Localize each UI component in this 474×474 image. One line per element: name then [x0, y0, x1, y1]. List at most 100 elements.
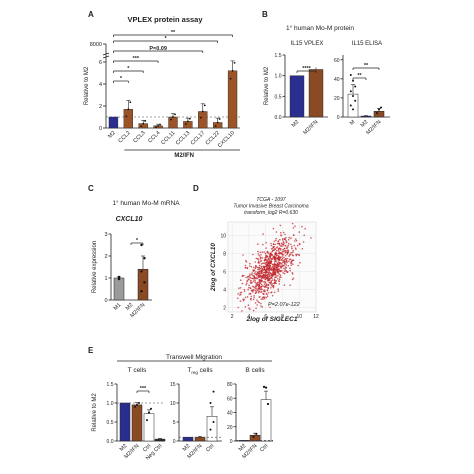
panel-b2-data-point: [376, 112, 378, 115]
panel-d-scatter-point: [290, 237, 292, 239]
panel-a-bar-ccl2: [123, 109, 134, 129]
panel-a-y-tick-label: 6: [99, 60, 102, 66]
panel-d-scatter-point: [250, 298, 252, 300]
panel-d-scatter-point: [270, 292, 272, 294]
panel-d-scatter-point: [256, 282, 258, 284]
panel-d-scatter-point: [289, 262, 292, 264]
panel-e0-data-point: [150, 407, 152, 410]
panel-d-scatter-point: [269, 306, 271, 309]
panel-d-scatter-point: [279, 238, 281, 241]
panel-d-scatter-point: [261, 257, 264, 259]
panel-d-scatter-point: [237, 293, 239, 295]
panel-d-scatter-point: [260, 283, 263, 286]
panel-e2-data-point: [262, 385, 266, 388]
panel-d-scatter-point: [270, 280, 272, 282]
panel-d-scatter-point: [277, 290, 280, 292]
panel-a-data-point: [157, 124, 160, 127]
panel-c-x-tick-label: M1: [113, 302, 123, 312]
panel-d-scatter-point: [269, 264, 272, 267]
panel-d-scatter-point: [266, 255, 269, 258]
panel-b2-data-point: [349, 104, 352, 107]
panel-b2-bar-2: [373, 111, 385, 118]
panel-d-y-tick-label: 8: [223, 252, 226, 258]
panel-d-scatter-point: [256, 266, 259, 269]
panel-d-scatter-point: [247, 288, 249, 291]
panel-d-scatter-point: [262, 265, 264, 268]
panel-d-scatter-point: [258, 301, 261, 304]
panel-d-scatter-point: [252, 309, 255, 312]
panel-d-scatter-point: [245, 283, 247, 286]
panel-d-scatter-point: [269, 255, 272, 258]
panel-d-scatter-point: [275, 249, 278, 252]
panel-d-scatter-point: [290, 264, 293, 267]
panel-d-scatter-point: [271, 283, 273, 285]
panel-d-letter: D: [193, 184, 199, 193]
panel-d-scatter-point: [285, 249, 287, 252]
panel-d-scatter-point: [252, 285, 255, 288]
panel-d-scatter-point: [262, 262, 264, 265]
panel-d-scatter-point: [237, 306, 240, 309]
panel-d-scatter-point: [301, 248, 304, 250]
panel-d-scatter-point: [268, 262, 270, 265]
panel-d-scatter-point: [266, 264, 268, 266]
panel-d-scatter-point: [284, 268, 287, 270]
panel-e0-x-tick-label: M2: [119, 443, 129, 453]
panel-d-scatter-point: [260, 265, 263, 268]
panel-e2-data-point: [264, 386, 268, 389]
panel-d-scatter-point: [264, 278, 267, 281]
panel-d-scatter-point: [287, 244, 290, 247]
panel-d-scatter-point: [270, 287, 272, 289]
panel-d-scatter-point: [279, 244, 282, 247]
panel-b2-y-tick-label: 40: [334, 77, 340, 83]
panel-d-scatter-point: [253, 278, 256, 280]
panel-d-scatter-point: [263, 297, 266, 300]
panel-d-scatter-point: [258, 276, 260, 278]
panel-e1-y-tick-label: 10: [170, 401, 176, 407]
panel-d-scatter-point: [247, 278, 250, 280]
panel-d-scatter-point: [270, 244, 273, 247]
panel-d-title-line: transform_log2 R=0.630: [244, 210, 298, 216]
panel-b2-data-point: [349, 90, 352, 93]
panel-d-scatter-point: [292, 251, 294, 253]
panel-d-scatter-point: [265, 259, 267, 262]
panel-d-scatter-point: [273, 249, 275, 251]
panel-b2-x-tick-label: M2/IFN: [365, 119, 382, 136]
panel-d-scatter-point: [263, 266, 266, 269]
panel-d-scatter-point: [277, 240, 280, 242]
panel-d-scatter-point: [253, 269, 255, 272]
panel-b2-bar-0: [347, 93, 359, 118]
panel-b1-title: IL15 VPLEX: [291, 41, 324, 47]
panel-d-scatter-point: [288, 254, 291, 256]
panel-d-scatter-point: [265, 283, 268, 286]
panel-e0-y-tick-label: 0.0: [107, 439, 114, 445]
panel-e1-bar-0: [182, 436, 194, 442]
panel-d-scatter-point: [246, 296, 249, 298]
panel-d-scatter-point: [278, 273, 281, 276]
panel-d-scatter-point: [267, 286, 269, 289]
panel-b: B 1° human Mo-M protein IL15 VPLEX 0.0 0.5 1.…: [262, 10, 390, 136]
panel-d-scatter-point: [269, 282, 272, 284]
panel-d-scatter-point: [281, 238, 284, 240]
panel-d-scatter-point: [257, 258, 260, 260]
panel-b1-y-label: Relative to M2: [264, 66, 270, 105]
panel-d-scatter-point: [263, 268, 266, 271]
panel-e0-y-tick-label: 1.0: [107, 401, 114, 407]
panel-a-data-point: [184, 123, 187, 125]
panel-d-scatter-point: [277, 288, 280, 291]
panel-e2-x-tick-label: Ctrl: [259, 443, 269, 453]
panel-a-x-tick-label: CCL17: [190, 130, 206, 146]
panel-d-scatter-point: [250, 280, 252, 282]
panel-d-scatter-point: [250, 277, 252, 279]
panel-b1-y-tick-label: 0.0: [275, 115, 282, 121]
panel-d-scatter-point: [265, 256, 267, 259]
panel-c-y-tick-label: 1: [104, 276, 107, 282]
panel-d-scatter-point: [258, 283, 261, 285]
panel-d-scatter-point: [253, 266, 255, 269]
panel-d-scatter-point: [285, 239, 287, 242]
panel-d-scatter-point: [282, 248, 285, 251]
panel-d-scatter-point: [263, 259, 266, 262]
panel-d-scatter-point: [247, 276, 249, 278]
panel-a-title: VPLEX protein assay: [127, 15, 203, 24]
panel-d-scatter-point: [282, 265, 285, 267]
